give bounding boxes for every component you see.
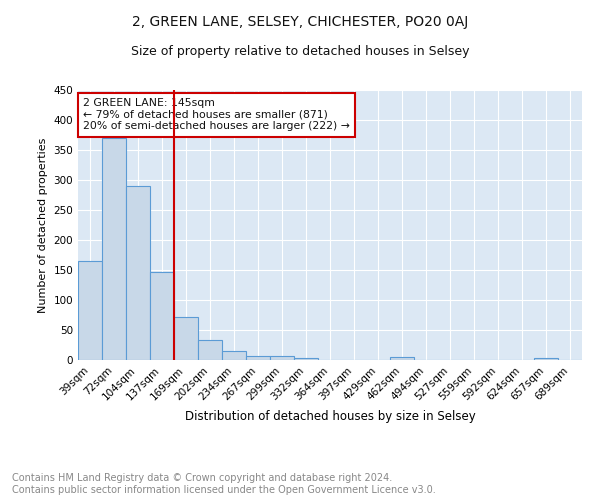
Bar (534, 358, 558, 360)
Bar (102, 138, 126, 360)
Bar (294, 358, 318, 360)
X-axis label: Distribution of detached houses by size in Selsey: Distribution of detached houses by size … (185, 410, 475, 423)
Text: 2, GREEN LANE, SELSEY, CHICHESTER, PO20 0AJ: 2, GREEN LANE, SELSEY, CHICHESTER, PO20 … (132, 15, 468, 29)
Bar (270, 356, 294, 360)
Text: Size of property relative to detached houses in Selsey: Size of property relative to detached ho… (131, 45, 469, 58)
Bar (150, 272, 174, 360)
Bar (198, 340, 222, 360)
Bar (390, 357, 414, 360)
Bar (246, 356, 270, 360)
Text: Contains HM Land Registry data © Crown copyright and database right 2024.
Contai: Contains HM Land Registry data © Crown c… (12, 474, 436, 495)
Bar (222, 351, 246, 360)
Text: 2 GREEN LANE: 145sqm
← 79% of detached houses are smaller (871)
20% of semi-deta: 2 GREEN LANE: 145sqm ← 79% of detached h… (83, 98, 350, 132)
Bar (126, 186, 150, 360)
Y-axis label: Number of detached properties: Number of detached properties (38, 138, 48, 312)
Bar (174, 317, 198, 360)
Bar (78, 261, 102, 360)
